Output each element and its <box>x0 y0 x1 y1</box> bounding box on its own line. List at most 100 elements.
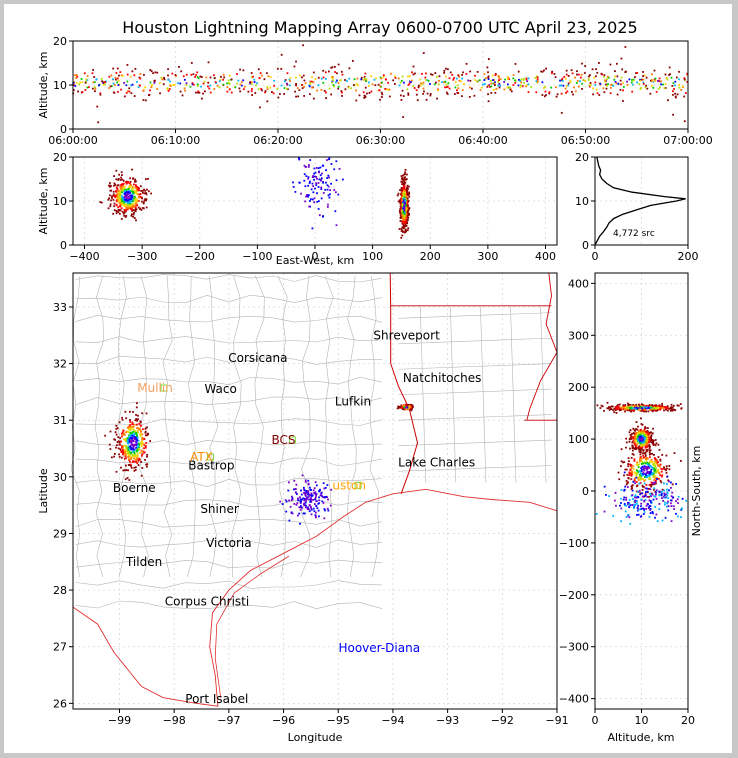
north-south-point <box>630 464 633 466</box>
time-altitude-point <box>675 96 677 99</box>
plan-view-point <box>131 443 134 446</box>
plan-view-point <box>129 431 132 434</box>
plan-view-point <box>146 463 149 466</box>
north-south-point <box>634 439 637 442</box>
north-south-point <box>617 406 620 409</box>
north-south-point <box>650 492 653 495</box>
east-west-point <box>132 209 135 212</box>
time-altitude-point <box>600 72 603 75</box>
plan-view-point <box>136 446 139 449</box>
time-altitude-point <box>370 90 373 93</box>
north-south-point <box>648 515 651 518</box>
time-altitude-point <box>560 92 563 95</box>
time-altitude-xtick-label: 07:00:00 <box>663 134 712 147</box>
time-altitude-point <box>276 87 279 90</box>
plan-view-point <box>130 436 133 439</box>
time-altitude-point <box>451 73 454 76</box>
time-altitude-panel: 06:00:00 06:10:00 06:20:00 06:30:00 06:40:00… <box>37 35 713 147</box>
time-altitude-point <box>200 85 202 88</box>
north-south-point <box>663 492 666 495</box>
north-south-point <box>631 441 634 444</box>
time-altitude-point <box>680 89 683 91</box>
north-south-point <box>631 484 634 487</box>
plan-view-point <box>287 481 290 484</box>
east-west-point <box>402 223 405 226</box>
east-west-point <box>124 192 126 195</box>
plan-view-point <box>308 504 311 507</box>
east-west-point <box>131 195 133 198</box>
time-altitude-point <box>185 84 188 86</box>
north-south-point <box>641 443 644 446</box>
east-west-point <box>404 189 407 191</box>
county-line <box>75 314 383 323</box>
east-west-point <box>398 199 401 202</box>
time-altitude-point <box>384 78 387 81</box>
time-altitude-xtick-label: 06:00:00 <box>48 134 97 147</box>
east-west-point <box>309 159 312 161</box>
time-altitude-point <box>200 76 203 78</box>
north-south-point <box>626 409 629 412</box>
plan-view-point <box>124 410 127 413</box>
plan-view-point <box>305 495 307 497</box>
north-south-point <box>630 478 633 481</box>
plan-view-point <box>303 499 306 502</box>
east-west-point <box>402 202 405 205</box>
plan-view-point <box>149 440 152 442</box>
east-west-point <box>403 208 406 211</box>
east-west-point <box>137 206 140 209</box>
county-line <box>75 418 383 426</box>
time-altitude-point <box>195 91 197 94</box>
plan-view-point <box>302 512 305 515</box>
north-south-point <box>643 443 646 446</box>
county-line <box>75 376 383 386</box>
plan-view-point <box>118 453 120 456</box>
plan-view-point <box>140 461 143 463</box>
plan-view-point <box>314 515 317 518</box>
plan-view-point <box>135 444 138 447</box>
north-south-point <box>620 507 623 510</box>
time-altitude-point <box>266 85 269 88</box>
time-altitude-point <box>126 80 129 83</box>
north-south-point <box>651 473 653 476</box>
plan-view-point <box>127 431 130 433</box>
north-south-point <box>625 498 628 501</box>
time-altitude-point <box>257 88 260 91</box>
time-altitude-point <box>413 87 416 89</box>
north-south-point <box>666 475 669 478</box>
plan-view-point <box>124 454 127 456</box>
plan-view-point <box>136 452 139 455</box>
plan-view-point <box>304 492 307 495</box>
north-south-point <box>647 406 650 409</box>
plan-view-point <box>128 436 130 439</box>
time-altitude-point <box>458 79 461 82</box>
east-west-point <box>402 221 405 223</box>
north-south-point <box>677 515 679 518</box>
parish-line <box>540 306 547 483</box>
time-altitude-point <box>421 72 423 75</box>
east-west-point <box>117 208 120 211</box>
north-south-point <box>649 460 652 462</box>
north-south-point <box>627 457 630 460</box>
north-south-point <box>634 501 637 503</box>
east-west-point <box>126 208 129 211</box>
north-south-point <box>611 405 614 408</box>
time-altitude-point <box>144 99 147 102</box>
time-altitude-point <box>344 79 346 81</box>
plan-view-point <box>136 431 139 434</box>
north-south-point <box>613 408 616 410</box>
time-altitude-point <box>499 78 502 81</box>
time-altitude-point <box>545 94 547 97</box>
time-altitude-point <box>487 93 489 96</box>
time-altitude-point <box>560 111 563 114</box>
east-west-point <box>128 190 131 193</box>
north-south-point <box>680 407 683 410</box>
station-marker <box>289 436 297 444</box>
north-south-point <box>677 404 680 407</box>
plan-view-point <box>295 503 298 506</box>
plan-view-point <box>402 408 405 411</box>
time-altitude-point <box>543 95 546 98</box>
north-south-point <box>646 457 649 460</box>
time-altitude-point <box>512 84 515 86</box>
time-altitude-point <box>481 83 484 86</box>
east-west-point <box>114 183 117 186</box>
